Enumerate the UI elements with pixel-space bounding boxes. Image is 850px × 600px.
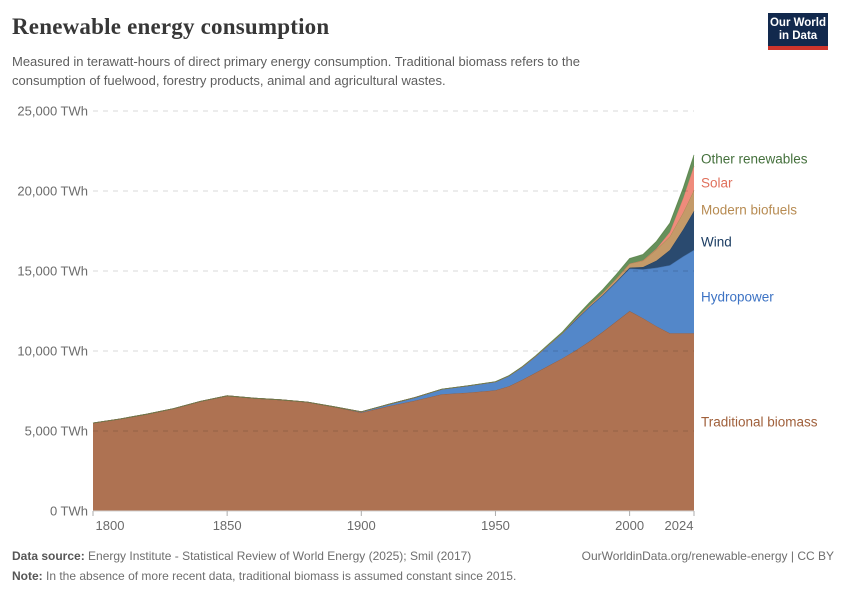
y-tick-label: 15,000 TWh xyxy=(17,264,88,279)
series-label-other-renewables[interactable]: Other renewables xyxy=(701,152,808,167)
note-text: In the absence of more recent data, trad… xyxy=(42,569,517,583)
data-source-line: Data source: Energy Institute - Statisti… xyxy=(12,546,471,566)
x-tick-label: 1850 xyxy=(213,518,242,533)
series-label-traditional-biomass[interactable]: Traditional biomass xyxy=(701,415,818,430)
owid-logo[interactable]: Our World in Data xyxy=(768,13,828,50)
area-hydropower[interactable] xyxy=(93,250,694,423)
page-title: Renewable energy consumption xyxy=(12,14,330,39)
y-tick-label: 20,000 TWh xyxy=(17,184,88,199)
series-label-wind[interactable]: Wind xyxy=(701,235,732,250)
x-tick-label: 2024 xyxy=(665,518,694,533)
data-source-text: Energy Institute - Statistical Review of… xyxy=(84,549,472,563)
x-tick-label: 2000 xyxy=(615,518,644,533)
owid-logo-line-1: Our World xyxy=(769,16,826,29)
x-tick-label: 1900 xyxy=(347,518,376,533)
x-tick-label: 1950 xyxy=(481,518,510,533)
note-label: Note: xyxy=(12,569,43,583)
series-label-modern-biofuels[interactable]: Modern biofuels xyxy=(701,203,797,218)
note-line: Note: In the absence of more recent data… xyxy=(12,569,516,583)
series-label-solar[interactable]: Solar xyxy=(701,176,733,191)
y-tick-label: 5,000 TWh xyxy=(25,424,88,439)
subtitle-line-1: Measured in terawatt-hours of direct pri… xyxy=(12,54,580,69)
data-source-label: Data source: xyxy=(12,549,85,563)
area-top-edge-other-renewables xyxy=(92,154,695,424)
x-tick-label: 1800 xyxy=(96,518,125,533)
y-tick-label: 25,000 TWh xyxy=(17,104,88,119)
area-traditional-biomass[interactable] xyxy=(93,311,694,511)
chart-footer: Data source: Energy Institute - Statisti… xyxy=(12,546,834,586)
y-tick-label: 10,000 TWh xyxy=(17,344,88,359)
rights-link[interactable]: OurWorldinData.org/renewable-energy | CC… xyxy=(581,549,834,563)
series-label-hydropower[interactable]: Hydropower xyxy=(701,290,774,305)
y-tick-label: 0 TWh xyxy=(50,504,88,519)
chart-subtitle: Measured in terawatt-hours of direct pri… xyxy=(12,52,580,90)
subtitle-line-2: consumption of fuelwood, forestry produc… xyxy=(12,73,446,88)
owid-logo-line-2: in Data xyxy=(778,29,818,42)
